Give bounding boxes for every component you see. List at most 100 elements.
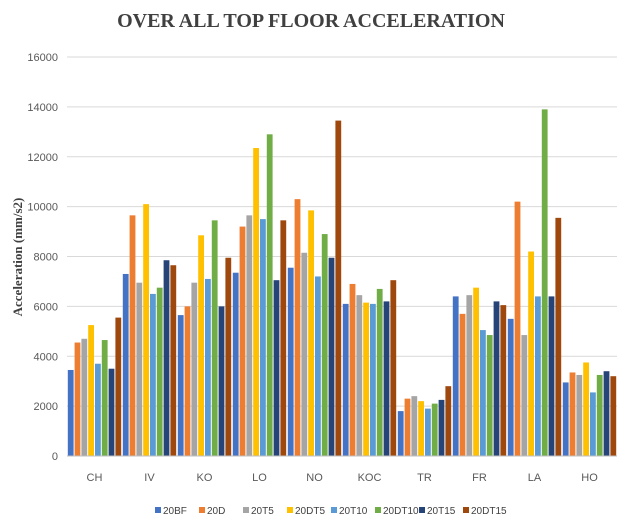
- bar-20t5-lo: [246, 215, 253, 456]
- y-tick-label: 12000: [27, 152, 58, 164]
- bar-20dt10-fr: [486, 335, 493, 456]
- bar-20dt5-no: [308, 210, 314, 456]
- axes: 0 2000 4000 6000 8000 10000 12000 14000 16000 CH I…: [27, 52, 617, 484]
- bar-20bf-ch: [67, 369, 74, 456]
- bar-20t5-koc: [356, 295, 363, 456]
- bar-20dt5-fr: [473, 287, 479, 456]
- bar-20bf-la: [507, 318, 514, 456]
- bar-20dt10-lo: [266, 134, 273, 456]
- bar-20dt15-koc: [390, 280, 397, 456]
- bar-20t15-tr: [438, 399, 445, 456]
- bar-20t10-ho: [590, 392, 596, 456]
- bar-20bf-koc: [342, 303, 349, 456]
- bar-20t10-tr: [425, 408, 431, 456]
- bar-20d-ko: [184, 306, 191, 457]
- bar-20dt10-la: [541, 109, 548, 457]
- y-tick-label: 0: [52, 451, 58, 463]
- bar-20dt15-fr: [500, 305, 507, 456]
- bar-20t15-lo: [273, 280, 280, 456]
- bar-20t10-iv: [150, 293, 156, 456]
- bar-20d-no: [294, 199, 301, 456]
- bar-20dt5-tr: [418, 401, 424, 456]
- bar-20d-lo: [239, 226, 246, 456]
- bar-20dt10-ko: [211, 220, 218, 456]
- y-tick-label: 8000: [34, 252, 58, 264]
- bar-20dt5-ko: [198, 235, 204, 456]
- y-axis-label: Acceleration (mm/s2): [10, 198, 25, 317]
- legend-label: 20DT15: [471, 506, 507, 517]
- bar-20bf-ko: [177, 315, 184, 456]
- legend-item: 20BF: [155, 506, 187, 517]
- bar-20dt10-ch: [101, 340, 108, 456]
- legend-swatch: [199, 507, 205, 513]
- bar-20bf-ho: [562, 382, 569, 456]
- bar-20t15-fr: [493, 301, 500, 456]
- legend-label: 20DT10: [383, 506, 419, 517]
- legend-label: 20T5: [251, 506, 274, 517]
- bar-20t15-iv: [163, 260, 170, 456]
- legend-swatch: [375, 507, 381, 513]
- legend-item: 20D: [199, 506, 225, 517]
- bar-20bf-no: [287, 267, 294, 456]
- bar-20dt5-ch: [88, 325, 94, 456]
- bar-20dt15-ho: [610, 376, 617, 456]
- chart-title: OVER ALL TOP FLOOR ACCELERATION: [117, 10, 505, 32]
- x-tick-label: LA: [528, 472, 542, 484]
- bar-20t10-ch: [95, 363, 101, 456]
- legend: 20BF 20D 20T5 20DT5 20T10 20DT10 20T15 20DT15: [155, 506, 507, 517]
- bar-20t5-la: [521, 335, 528, 456]
- bar-20dt15-ch: [115, 317, 122, 456]
- bar-20t15-la: [548, 296, 555, 456]
- bar-20dt10-ho: [596, 374, 603, 456]
- y-tick-label: 4000: [34, 351, 58, 363]
- legend-swatch: [155, 507, 161, 513]
- bar-20d-ch: [74, 342, 81, 456]
- y-tick-label: 14000: [27, 102, 58, 114]
- bar-20bf-tr: [397, 411, 404, 456]
- x-tick-label: KO: [197, 472, 213, 484]
- legend-swatch: [419, 507, 425, 513]
- bar-20t10-fr: [480, 330, 486, 456]
- legend-label: 20D: [207, 506, 225, 517]
- bar-20t5-ko: [191, 282, 198, 456]
- bar-20t5-ch: [81, 338, 88, 456]
- bar-20t10-koc: [370, 303, 376, 456]
- bar-20t5-tr: [411, 396, 418, 456]
- bar-20dt10-koc: [376, 288, 383, 456]
- bar-20dt5-lo: [253, 148, 259, 456]
- bars: [67, 109, 617, 457]
- bar-20dt15-iv: [170, 265, 177, 456]
- x-tick-label: TR: [417, 472, 432, 484]
- y-tick-label: 2000: [34, 401, 58, 413]
- legend-swatch: [463, 507, 469, 513]
- legend-label: 20BF: [163, 506, 187, 517]
- bar-20dt15-la: [555, 217, 562, 456]
- bar-20t10-la: [535, 296, 541, 456]
- bar-20t15-koc: [383, 301, 390, 456]
- bar-20t10-lo: [260, 219, 266, 456]
- legend-swatch: [331, 507, 337, 513]
- legend-label: 20DT5: [295, 506, 325, 517]
- bar-20dt5-koc: [363, 302, 369, 456]
- bar-20t15-no: [328, 257, 335, 456]
- legend-item: 20DT10: [375, 506, 419, 517]
- bar-20t10-no: [315, 276, 321, 456]
- legend-swatch: [287, 507, 293, 513]
- bar-20bf-fr: [452, 296, 459, 456]
- bar-20t15-ko: [218, 306, 225, 457]
- x-tick-label: KOC: [358, 472, 382, 484]
- legend-label: 20T10: [339, 506, 368, 517]
- bar-20dt5-la: [528, 251, 534, 456]
- x-tick-label: CH: [87, 472, 103, 484]
- x-tick-label: LO: [252, 472, 267, 484]
- bar-20d-tr: [404, 398, 411, 456]
- y-tick-label: 10000: [27, 202, 58, 214]
- bar-20t10-ko: [205, 278, 211, 456]
- legend-item: 20T5: [243, 506, 274, 517]
- bar-20d-iv: [129, 215, 136, 456]
- legend-item: 20T10: [331, 506, 368, 517]
- bar-20dt15-tr: [445, 386, 452, 456]
- legend-item: 20T15: [419, 506, 456, 517]
